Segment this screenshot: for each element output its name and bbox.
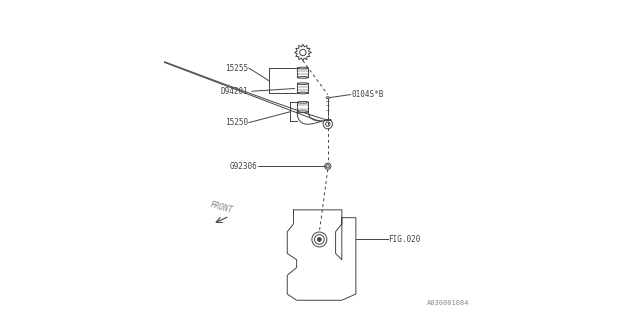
Ellipse shape [297, 67, 308, 69]
Ellipse shape [297, 83, 308, 84]
Text: 15255: 15255 [225, 64, 248, 73]
Ellipse shape [326, 97, 330, 99]
Ellipse shape [297, 92, 308, 94]
Text: 15250: 15250 [225, 118, 248, 127]
Ellipse shape [297, 111, 308, 113]
Text: G92306: G92306 [230, 162, 258, 171]
Text: FRONT: FRONT [209, 200, 234, 214]
Circle shape [314, 235, 324, 244]
Ellipse shape [297, 76, 308, 78]
Text: FIG.020: FIG.020 [388, 235, 421, 244]
Ellipse shape [297, 101, 308, 103]
Text: 0104S*B: 0104S*B [351, 90, 383, 99]
Text: A030001084: A030001084 [427, 300, 470, 307]
Circle shape [317, 238, 321, 241]
Circle shape [312, 232, 327, 247]
Text: D94201: D94201 [221, 87, 248, 96]
